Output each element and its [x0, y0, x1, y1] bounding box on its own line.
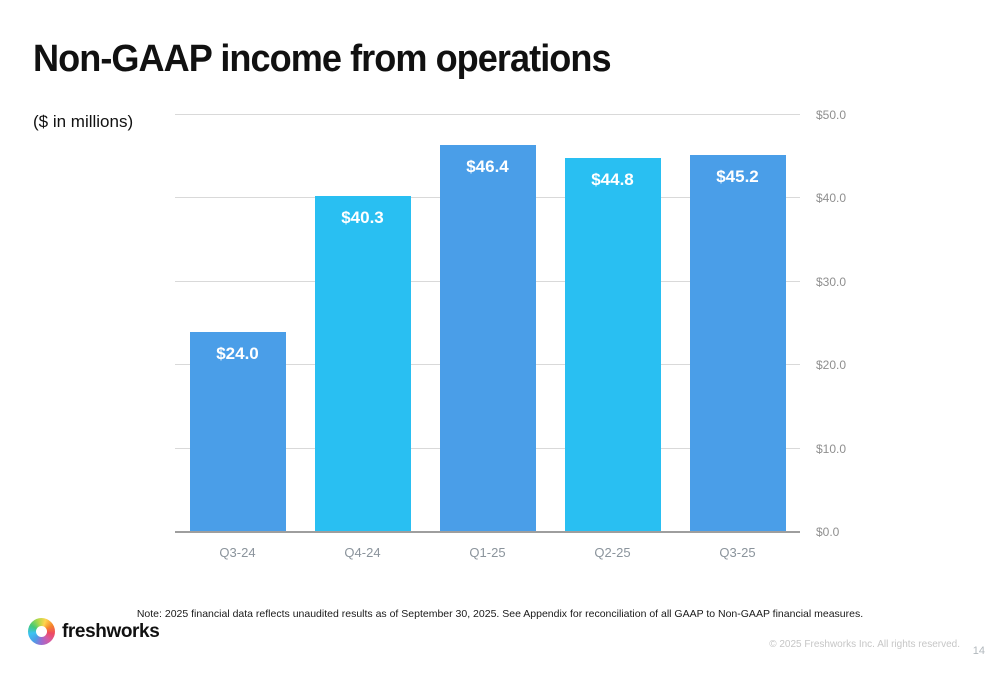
bars-row: $24.0 $40.3 $46.4 $44.8 $45.2	[175, 115, 800, 532]
bar-Q2-25: $44.8	[564, 158, 661, 532]
bar-value-label: $46.4	[466, 157, 509, 177]
y-tick-label: $0.0	[816, 525, 840, 539]
chart-plot: $0.0 $10.0 $20.0 $30.0 $40.0 $50.0 $24.0 $40.3 $…	[175, 108, 846, 539]
bar-value-label: $44.8	[591, 170, 634, 190]
x-tick-label: Q4-24	[344, 545, 381, 560]
y-tick-label: $20.0	[816, 358, 847, 373]
freshworks-wordmark: freshworks	[62, 620, 160, 642]
page-number: 14	[972, 645, 985, 657]
freshworks-logo-icon	[28, 618, 55, 645]
page-title: Non-GAAP income from operations	[33, 38, 612, 80]
bar-value-label: $40.3	[341, 207, 384, 227]
bar-Q4-24: $40.3	[314, 195, 411, 532]
freshworks-logo: freshworks	[28, 618, 160, 645]
bar-Q1-25: $46.4	[439, 145, 536, 532]
copyright-text: © 2025 Freshworks Inc. All rights reserv…	[769, 639, 960, 650]
bar-column: $46.4	[425, 115, 550, 532]
bar-chart: $0.0 $10.0 $20.0 $30.0 $40.0 $50.0 $24.0 $40.3 $…	[175, 108, 846, 560]
chart-units-label: ($ in millions)	[33, 112, 134, 131]
x-tick-label: Q3-24	[219, 545, 256, 560]
gridline	[175, 114, 800, 115]
y-tick-label: $40.0	[816, 191, 847, 206]
bar-column: $45.2	[675, 115, 800, 532]
bar-value-label: $45.2	[716, 167, 759, 187]
y-tick-label: $30.0	[816, 274, 847, 289]
x-axis-labels: Q3-24 Q4-24 Q1-25 Q2-25 Q3-25	[175, 532, 800, 560]
y-tick-label: $10.0	[816, 441, 847, 456]
bar-Q3-24: $24.0	[189, 331, 286, 532]
bar-column: $24.0	[175, 115, 300, 532]
y-tick-label: $50.0	[816, 108, 847, 122]
bar-value-label: $24.0	[216, 343, 259, 363]
x-tick-label: Q1-25	[469, 545, 506, 560]
x-axis-line	[175, 531, 800, 533]
bar-column: $44.8	[550, 115, 675, 532]
x-tick-label: Q2-25	[594, 545, 631, 560]
x-tick-label: Q3-25	[719, 545, 756, 560]
footnote: Note: 2025 financial data reflects unaud…	[136, 608, 864, 620]
bar-Q3-25: $45.2	[689, 155, 786, 532]
bar-column: $40.3	[300, 115, 425, 532]
